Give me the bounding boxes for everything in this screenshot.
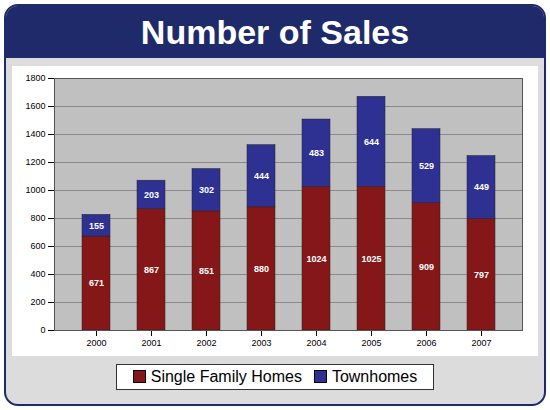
- svg-text:644: 644: [364, 137, 379, 147]
- svg-text:0: 0: [40, 325, 45, 335]
- svg-text:800: 800: [30, 213, 45, 223]
- svg-text:2003: 2003: [251, 338, 271, 348]
- svg-text:302: 302: [199, 185, 214, 195]
- html-text:Single Family Homes: Single Family Homes: [150, 368, 302, 385]
- html-text:Number of Sales: Number of Sales: [140, 13, 410, 51]
- svg-text:2005: 2005: [361, 338, 381, 348]
- svg-text:1025: 1025: [361, 254, 381, 264]
- svg-text:851: 851: [199, 266, 214, 276]
- svg-text:2004: 2004: [306, 338, 326, 348]
- svg-text:2006: 2006: [416, 338, 436, 348]
- svg-text:1000: 1000: [25, 185, 45, 195]
- svg-text:797: 797: [474, 270, 489, 280]
- svg-text:1600: 1600: [25, 101, 45, 111]
- svg-text:2002: 2002: [196, 338, 216, 348]
- svg-text:2007: 2007: [471, 338, 491, 348]
- svg-text:909: 909: [419, 262, 434, 272]
- svg-text:200: 200: [30, 297, 45, 307]
- svg-text:671: 671: [89, 278, 104, 288]
- svg-text:444: 444: [254, 171, 269, 181]
- svg-text:155: 155: [89, 221, 104, 231]
- html-text:Townhomes: Townhomes: [331, 368, 418, 385]
- svg-text:600: 600: [30, 241, 45, 251]
- svg-text:880: 880: [254, 264, 269, 274]
- svg-text:1400: 1400: [25, 129, 45, 139]
- svg-text:483: 483: [309, 148, 324, 158]
- svg-text:1800: 1800: [25, 73, 45, 83]
- svg-text:2001: 2001: [141, 338, 161, 348]
- svg-text:400: 400: [30, 269, 45, 279]
- svg-text:2000: 2000: [86, 338, 106, 348]
- svg-text:1024: 1024: [306, 254, 326, 264]
- svg-text:1200: 1200: [25, 157, 45, 167]
- svg-text:529: 529: [419, 161, 434, 171]
- svg-text:203: 203: [144, 190, 159, 200]
- svg-text:867: 867: [144, 265, 159, 275]
- svg-text:449: 449: [474, 182, 489, 192]
